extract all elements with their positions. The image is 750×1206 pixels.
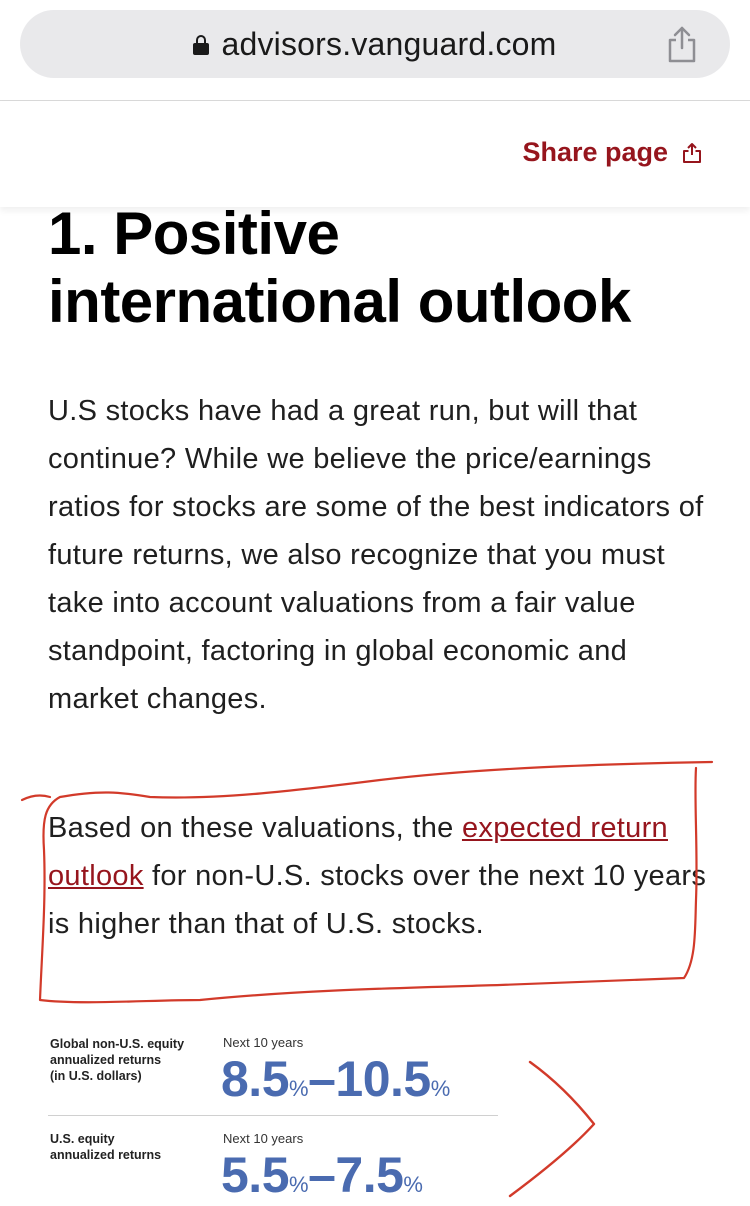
annotation-tick-mark xyxy=(20,794,52,802)
url-text: advisors.vanguard.com xyxy=(221,25,557,62)
us-equity-label: U.S. equity annualized returns xyxy=(50,1132,162,1162)
share-page-button[interactable]: Share page xyxy=(522,137,702,168)
address-bar[interactable]: advisors.vanguard.com xyxy=(20,10,730,78)
global-equity-return-range: 8.5%–10.5% xyxy=(221,1051,450,1107)
global-equity-label: Global non-U.S. equity annualized return… xyxy=(50,1037,185,1083)
lock-icon xyxy=(193,35,210,55)
heading-line-1: 1. Positive xyxy=(48,200,340,267)
us-equity-return-range: 5.5%–7.5% xyxy=(221,1147,423,1203)
section-heading: 1. Positive international outlook xyxy=(48,200,728,336)
paragraph-text-post: for non-U.S. stocks over the next 10 yea… xyxy=(48,860,707,940)
url-display[interactable]: advisors.vanguard.com xyxy=(20,10,730,78)
intro-paragraph: U.S stocks have had a great run, but wil… xyxy=(48,395,704,715)
share-page-label: Share page xyxy=(522,137,668,167)
global-equity-period: Next 10 years xyxy=(223,1035,304,1050)
browser-top-bar: advisors.vanguard.com xyxy=(0,0,750,101)
share-icon[interactable] xyxy=(664,24,700,64)
heading-line-2: international outlook xyxy=(48,268,631,335)
paragraph-text-pre: Based on these valuations, the xyxy=(48,812,462,844)
annotation-chevron-arrow xyxy=(508,1060,596,1198)
share-icon xyxy=(683,142,701,163)
valuation-paragraph: Based on these valuations, the expected … xyxy=(48,804,718,948)
us-equity-period: Next 10 years xyxy=(223,1131,304,1146)
share-header: Share page xyxy=(0,101,750,207)
stats-divider xyxy=(48,1115,498,1116)
